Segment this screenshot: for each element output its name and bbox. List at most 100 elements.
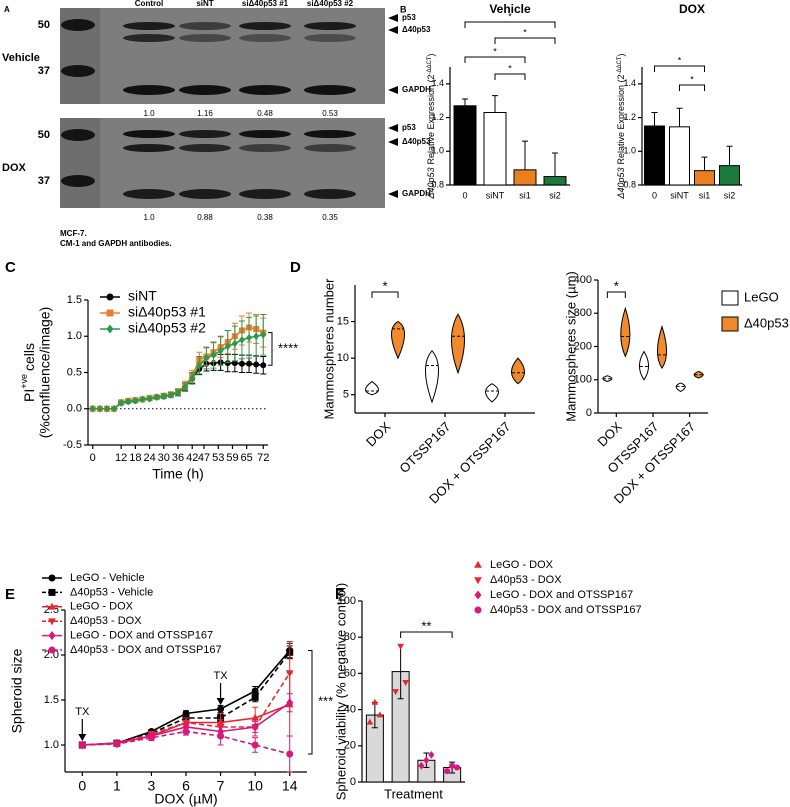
violin — [365, 380, 379, 396]
band — [304, 130, 356, 138]
band — [304, 189, 356, 199]
x-tick-label: 59 — [226, 452, 238, 464]
data-point — [182, 383, 189, 391]
significance-bracket — [679, 84, 705, 91]
legend-marker — [474, 560, 482, 568]
x-tick-label: DOX — [363, 419, 394, 450]
y-axis-label: Δ40p53 Relative Expression (2-ΔΔCT) — [426, 53, 436, 199]
panel-letter: A — [4, 5, 10, 14]
y-tick-label: 0.5 — [67, 366, 82, 378]
lane-label: Control — [135, 0, 163, 8]
violin — [675, 382, 686, 392]
x-tick-label: 36 — [172, 452, 184, 464]
legend-label: Δ40p53 - DOX — [490, 574, 562, 586]
y-tick-label: 100 — [338, 595, 356, 607]
y-axis-label-part: Relative Expression (2 — [426, 74, 436, 164]
data-point — [428, 750, 435, 759]
significance-bracket — [400, 631, 453, 638]
legend-marker — [48, 574, 56, 582]
chart-title: DOX — [679, 2, 705, 16]
significance-bracket — [464, 56, 526, 63]
significance-label: * — [678, 55, 682, 65]
band — [123, 189, 175, 199]
caption: CM-1 and GAPDH antibodies. — [60, 239, 172, 248]
band-label: p53 — [402, 13, 416, 22]
y-tick-label: 200 — [574, 340, 592, 352]
y-tick-label: 300 — [574, 307, 592, 319]
x-tick-label: 18 — [129, 452, 141, 464]
band — [239, 22, 291, 30]
legend-label: Δ40p53 - Vehicle — [70, 586, 153, 598]
legend-label: Δ40p53 — [744, 315, 789, 330]
band — [123, 144, 175, 152]
band — [123, 22, 175, 30]
band — [304, 34, 356, 42]
y-tick-label: 1.5 — [44, 694, 59, 706]
y-tick-label: 15 — [337, 315, 349, 327]
data-point — [286, 698, 294, 708]
data-point — [125, 397, 132, 406]
data-point — [224, 342, 231, 351]
violin — [620, 306, 631, 358]
band — [179, 22, 231, 30]
data-point — [444, 768, 451, 775]
band-label: Δ40p53 — [402, 25, 431, 34]
band-arrow — [388, 26, 398, 34]
data-point — [210, 351, 217, 359]
panel-letter: D — [290, 259, 301, 276]
data-point — [251, 713, 259, 721]
condition-label: Vehicle — [2, 52, 40, 64]
data-point — [111, 404, 118, 413]
quantification: 0.38 — [257, 213, 273, 222]
x-tick-label: 42 — [186, 452, 198, 464]
band — [123, 34, 175, 42]
data-point — [397, 643, 404, 650]
x-tick-label: 6 — [182, 778, 190, 794]
data-point — [238, 335, 245, 344]
legend-label: LeGO - DOX — [70, 601, 134, 613]
data-point — [147, 734, 155, 742]
error-bar — [676, 107, 683, 127]
y-axis-label: Mammospheres number — [321, 278, 336, 420]
y-tick-label: 0.0 — [67, 403, 82, 415]
x-tick-label: si1 — [699, 190, 711, 200]
y-tick-label: 1.5 — [67, 294, 82, 306]
bar — [453, 105, 477, 186]
y-axis-label: Mammospheres size (µm) — [563, 271, 578, 422]
ladder-band — [61, 65, 95, 77]
legend-label: LeGO - DOX and OTSSP167 — [70, 630, 213, 642]
x-tick-label: 1 — [113, 778, 121, 794]
data-point — [376, 711, 384, 718]
y-axis-label-part: PI — [21, 389, 37, 402]
violin — [485, 383, 499, 403]
significance-bracket — [464, 21, 556, 28]
x-tick-label: 0 — [90, 452, 96, 464]
y-axis-label-part: ) — [616, 53, 626, 56]
legend-label: LeGO - Vehicle — [70, 572, 145, 584]
y-axis-label: Spheroid viability (% negative control) — [333, 583, 348, 801]
annotation-label: TX — [214, 670, 229, 682]
quantification: 0.35 — [322, 213, 338, 222]
legend-marker — [106, 324, 114, 334]
chart-panel: Mammospheres size (µm) 0100200300400DOXOT… — [563, 271, 788, 506]
data-point — [203, 354, 210, 362]
x-tick-label: DOX — [594, 419, 625, 450]
data-point — [153, 393, 160, 402]
data-point — [454, 764, 461, 771]
y-axis-label-part: +ve — [19, 374, 29, 389]
bar — [644, 125, 665, 186]
band — [239, 34, 291, 42]
violin — [693, 370, 704, 379]
x-tick-label: 10 — [247, 778, 263, 794]
error-bar — [552, 152, 558, 177]
data-point — [231, 360, 238, 367]
y-axis-label-part: ) — [426, 53, 436, 56]
legend-label: siΔ40p53 #1 — [128, 304, 206, 320]
y-tick-label: 400 — [574, 274, 592, 286]
data-point — [260, 330, 267, 339]
quantification: 0.53 — [322, 109, 338, 118]
band — [123, 85, 175, 95]
bar — [669, 126, 690, 186]
